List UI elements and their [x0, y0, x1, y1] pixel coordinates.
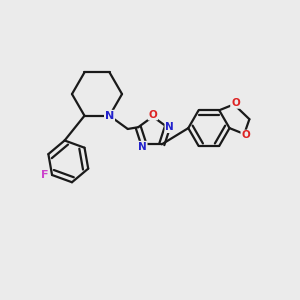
Text: N: N	[105, 111, 114, 121]
Text: O: O	[148, 110, 157, 120]
Text: O: O	[241, 130, 250, 140]
Text: F: F	[41, 170, 48, 180]
Text: N: N	[165, 122, 174, 132]
Text: O: O	[231, 98, 240, 108]
Text: N: N	[138, 142, 147, 152]
